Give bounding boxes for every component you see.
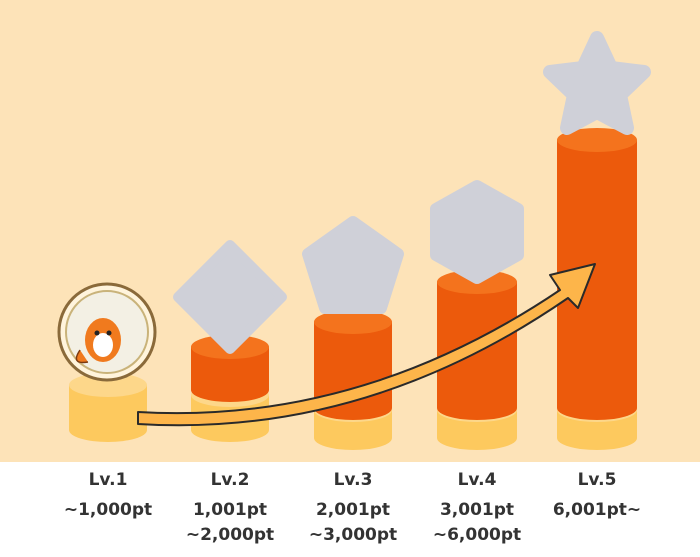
level-label: Lv.5 bbox=[578, 470, 617, 490]
level-range: 6,001pt~ bbox=[553, 500, 641, 520]
coin-character bbox=[57, 282, 157, 382]
level-range: 1,001pt bbox=[193, 500, 267, 520]
hexagon-gem bbox=[430, 180, 524, 284]
labels: Lv.1 ~1,000pt Lv.2 1,001pt ~2,000pt Lv.3 2,001… bbox=[64, 470, 641, 545]
diamond-gem bbox=[173, 240, 287, 354]
level-label: Lv.3 bbox=[334, 470, 373, 490]
level-label: Lv.4 bbox=[458, 470, 497, 490]
level-range: ~1,000pt bbox=[64, 500, 152, 520]
level-range: 3,001pt bbox=[440, 500, 514, 520]
cylinder-top bbox=[314, 310, 392, 334]
cylinder-top bbox=[69, 373, 147, 397]
level-range: 2,001pt bbox=[316, 500, 390, 520]
level-label: Lv.1 bbox=[89, 470, 128, 490]
pentagon-gem bbox=[302, 216, 404, 314]
star-gem bbox=[543, 31, 651, 135]
level-range: ~3,000pt bbox=[309, 525, 397, 545]
cylinder-top bbox=[557, 128, 637, 152]
level-label: Lv.2 bbox=[211, 470, 250, 490]
level-range: ~2,000pt bbox=[186, 525, 274, 545]
level-range: ~6,000pt bbox=[433, 525, 521, 545]
growth-arrow bbox=[137, 263, 596, 427]
